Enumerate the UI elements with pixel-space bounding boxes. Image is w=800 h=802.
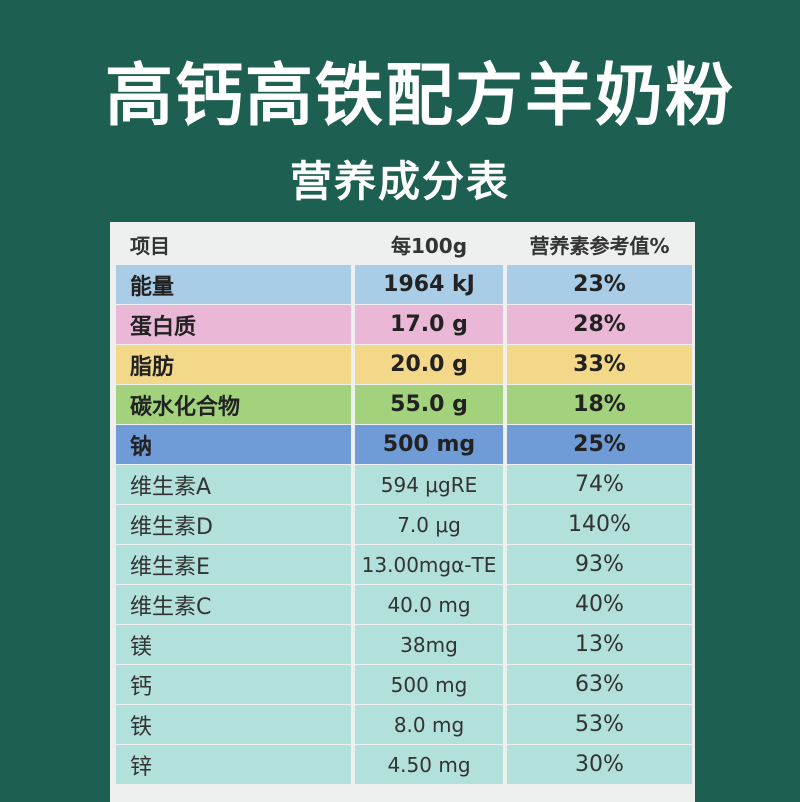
row-nrv: 53% xyxy=(507,705,692,744)
row-per100g: 55.0 g xyxy=(355,385,503,424)
row-item: 维生素C xyxy=(116,585,351,624)
row-nrv: 33% xyxy=(507,345,692,384)
row-nrv: 25% xyxy=(507,425,692,464)
row-nrv: 13% xyxy=(507,625,692,664)
table-row: 镁 38mg 13% xyxy=(116,625,695,664)
header-per100g: 每100g xyxy=(390,234,468,258)
row-per100g: 500 mg xyxy=(355,665,503,704)
row-per100g: 20.0 g xyxy=(355,345,503,384)
table-row: 维生素C 40.0 mg 40% xyxy=(116,585,695,624)
row-nrv: 40% xyxy=(507,585,692,624)
table-row: 能量 1964 kJ 23% xyxy=(116,265,695,304)
row-item: 碳水化合物 xyxy=(116,385,351,424)
nutrition-table: 项目 每100g 营养素参考值% 能量 1964 kJ 23% 蛋白质 17.0 g 28… xyxy=(110,222,695,802)
row-nrv: 18% xyxy=(507,385,692,424)
row-item: 脂肪 xyxy=(116,345,351,384)
table-row: 维生素E 13.00mgα-TE 93% xyxy=(116,545,695,584)
row-per100g: 500 mg xyxy=(355,425,503,464)
table-row: 钠 500 mg 25% xyxy=(116,425,695,464)
row-nrv: 74% xyxy=(507,465,692,504)
table-row: 铁 8.0 mg 53% xyxy=(116,705,695,744)
row-per100g: 8.0 mg xyxy=(355,705,503,744)
table-row: 碳水化合物 55.0 g 18% xyxy=(116,385,695,424)
row-item: 钠 xyxy=(116,425,351,464)
row-per100g: 17.0 g xyxy=(355,305,503,344)
row-nrv: 93% xyxy=(507,545,692,584)
table-row: 维生素A 594 μgRE 74% xyxy=(116,465,695,504)
row-item: 蛋白质 xyxy=(116,305,351,344)
row-per100g: 7.0 μg xyxy=(355,505,503,544)
table-header-row: 项目 每100g 营养素参考值% xyxy=(116,225,695,264)
row-per100g: 594 μgRE xyxy=(355,465,503,504)
row-item: 能量 xyxy=(116,265,351,304)
table-row: 脂肪 20.0 g 33% xyxy=(116,345,695,384)
table-row: 蛋白质 17.0 g 28% xyxy=(116,305,695,344)
nutrition-table-title: 营养成分表 xyxy=(289,157,510,206)
row-item: 钙 xyxy=(116,665,351,704)
row-item: 锌 xyxy=(116,745,351,784)
row-per100g: 40.0 mg xyxy=(355,585,503,624)
row-nrv: 140% xyxy=(507,505,692,544)
row-item: 铁 xyxy=(116,705,351,744)
row-per100g: 1964 kJ xyxy=(355,265,503,304)
header-item: 项目 xyxy=(130,234,170,258)
row-item: 维生素D xyxy=(116,505,351,544)
row-item: 镁 xyxy=(116,625,351,664)
header-nrv: 营养素参考值% xyxy=(529,234,670,258)
row-nrv: 28% xyxy=(507,305,692,344)
product-title: 高钙高铁配方羊奶粉 xyxy=(104,57,735,136)
row-item: 维生素A xyxy=(116,465,351,504)
table-row: 钙 500 mg 63% xyxy=(116,665,695,704)
row-per100g: 4.50 mg xyxy=(355,745,503,784)
row-nrv: 30% xyxy=(507,745,692,784)
table-row: 维生素D 7.0 μg 140% xyxy=(116,505,695,544)
row-nrv: 23% xyxy=(507,265,692,304)
table-body: 能量 1964 kJ 23% 蛋白质 17.0 g 28% 脂肪 20.0 g 33% 碳水化合物… xyxy=(116,265,695,784)
row-per100g: 13.00mgα-TE xyxy=(355,545,503,584)
row-per100g: 38mg xyxy=(355,625,503,664)
row-item: 维生素E xyxy=(116,545,351,584)
table-row: 锌 4.50 mg 30% xyxy=(116,745,695,784)
row-nrv: 63% xyxy=(507,665,692,704)
